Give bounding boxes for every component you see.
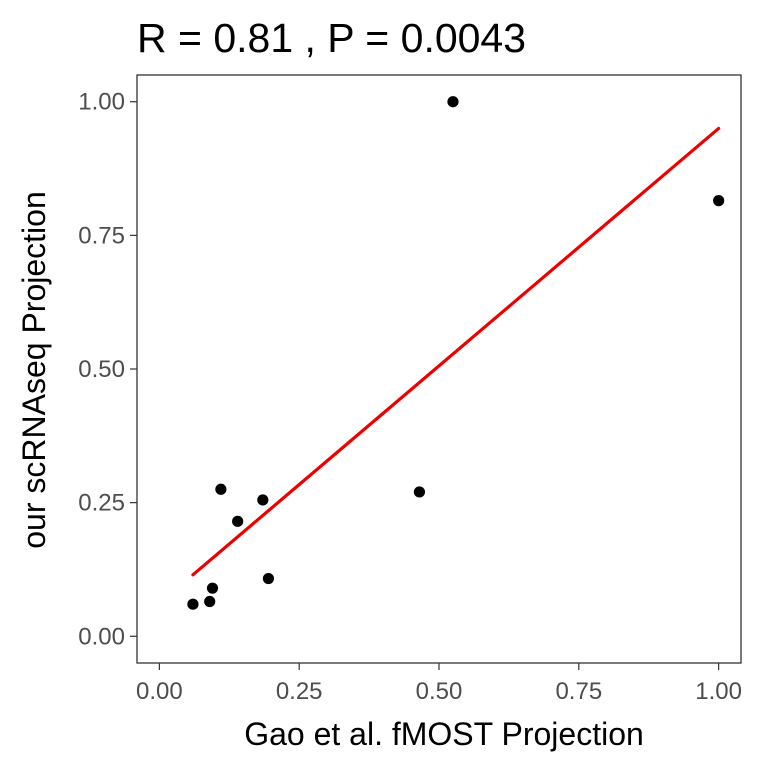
data-point [413, 486, 426, 498]
y-axis-title: our scRNAseq Projection [16, 191, 52, 548]
data-point [257, 494, 269, 506]
x-tick-label: 1.00 [695, 678, 742, 705]
chart-title: R = 0.81 , P = 0.0043 [137, 15, 526, 61]
regression-line-layer [191, 126, 721, 577]
x-tick-label: 0.00 [136, 678, 183, 705]
y-tick-label: 1.00 [78, 89, 125, 116]
x-axis: 0.00 0.25 0.50 0.75 1.00 [136, 663, 742, 705]
x-tick-label: 0.50 [416, 678, 463, 705]
y-tick-label: 0.75 [78, 222, 125, 249]
plot-panel: 0.00 0.25 0.50 0.75 1.00 0.00 0.25 0.50 0.75 1.0… [78, 74, 742, 705]
y-tick-label: 0.50 [78, 356, 125, 383]
data-points-layer [187, 96, 725, 610]
panel-border [136, 74, 742, 664]
x-tick-label: 0.25 [276, 678, 323, 705]
x-axis-title: Gao et al. fMOST Projection [244, 716, 644, 752]
data-point [232, 515, 244, 527]
data-point [215, 483, 227, 495]
data-point [204, 595, 216, 608]
regression-line [191, 126, 721, 577]
data-point [206, 582, 219, 594]
y-tick-label: 0.00 [78, 623, 125, 650]
data-point [447, 96, 459, 108]
data-point [187, 598, 199, 610]
x-tick-label: 0.75 [555, 678, 602, 705]
y-axis: 0.00 0.25 0.50 0.75 1.00 [78, 89, 137, 650]
y-tick-label: 0.25 [78, 490, 125, 517]
data-point [262, 572, 275, 585]
data-point [713, 195, 725, 207]
